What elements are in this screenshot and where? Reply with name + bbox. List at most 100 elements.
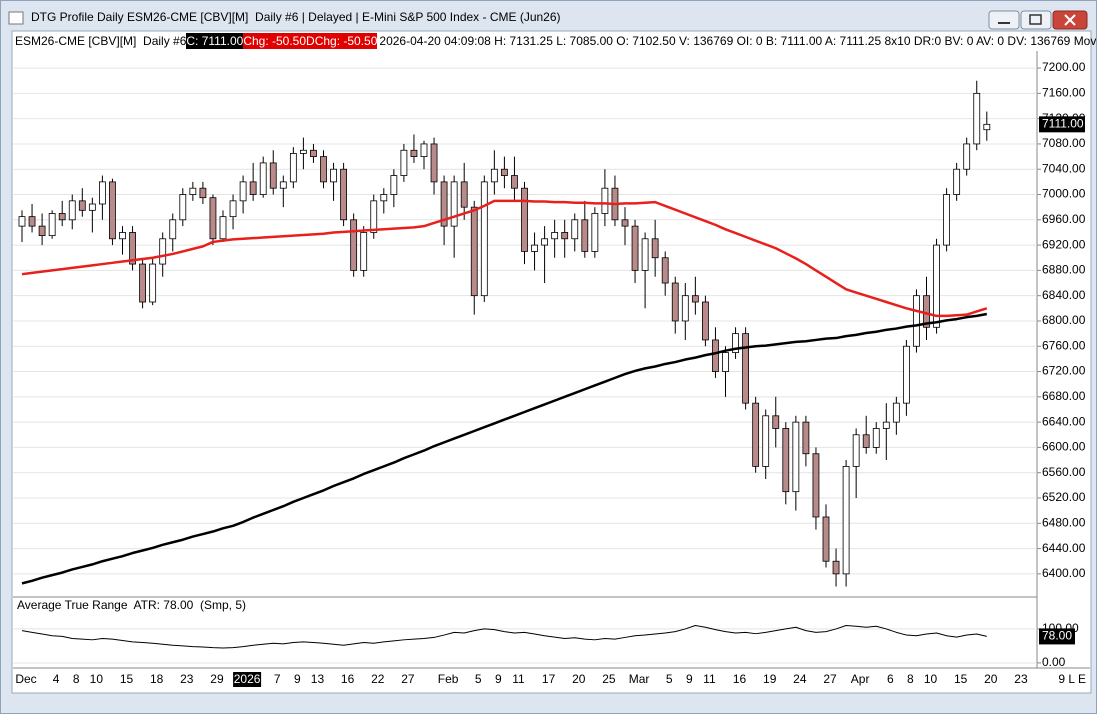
candle-body — [772, 415, 780, 429]
atr-line — [21, 625, 987, 649]
candle-body — [219, 216, 227, 240]
last-price-box — [1039, 116, 1085, 133]
y-tick-label: 6960.00 — [1042, 212, 1086, 226]
candle-body — [88, 203, 96, 211]
quote-details: 2026-04-20 04:09:08 H: 7131.25 L: 7085.0… — [379, 34, 1097, 48]
chart-frame — [11, 30, 1092, 694]
y-tick-label: 6640.00 — [1042, 414, 1086, 428]
maximize-button[interactable] — [1020, 10, 1052, 30]
x-tick-label: 27 — [823, 672, 837, 686]
x-tick-label: 16 — [733, 672, 747, 686]
candle-body — [742, 333, 749, 404]
y-tick-label: 6720.00 — [1042, 364, 1086, 378]
candle-body — [822, 516, 830, 562]
x-tick-label: 15 — [120, 672, 134, 686]
candle-body — [370, 200, 378, 233]
candle-body — [802, 421, 810, 455]
candle-body — [571, 219, 579, 240]
moving-average-line — [21, 199, 988, 318]
candle-body — [229, 200, 237, 218]
candle-body — [732, 333, 739, 353]
candle-body — [420, 143, 428, 157]
x-tick-label: 25 — [602, 672, 616, 686]
year-marker — [233, 672, 262, 687]
x-tick-label: Dec — [15, 672, 36, 686]
x-tick-label: 17 — [542, 672, 556, 686]
candle-body — [752, 402, 760, 467]
candle-body — [109, 181, 116, 240]
candle-body — [601, 187, 609, 214]
x-tick-label: 23 — [1014, 672, 1028, 686]
x-tick-label: 29 — [210, 672, 224, 686]
x-tick-label: 16 — [341, 672, 355, 686]
x-tick-label: 15 — [954, 672, 968, 686]
candle-body — [470, 206, 478, 297]
candle-body — [903, 345, 910, 404]
y-tick-label: 6800.00 — [1042, 313, 1086, 327]
y-tick-label: 7160.00 — [1042, 86, 1086, 100]
daily-change-field: DChg: -50.50 — [306, 33, 378, 49]
candle-body — [500, 168, 508, 176]
candle-body — [380, 194, 388, 202]
candle-body — [340, 168, 348, 221]
candle-body — [289, 153, 297, 183]
candle-body — [169, 219, 177, 240]
candle-body — [390, 175, 398, 195]
y-tick-label: 6880.00 — [1042, 263, 1086, 277]
last-value-label: 78.00 — [1042, 629, 1072, 643]
candle-body — [239, 181, 247, 202]
candle-body — [330, 168, 337, 183]
candle-body — [440, 181, 448, 227]
y-tick-label: 7200.00 — [1042, 60, 1086, 74]
candle-body — [119, 232, 126, 240]
x-tick-label: 2026 — [234, 672, 261, 686]
candle-body — [58, 213, 66, 221]
moving-average-line — [21, 312, 988, 585]
candle-body — [189, 187, 197, 195]
x-tick-label: 9 — [686, 672, 693, 686]
x-tick-label: 20 — [984, 672, 998, 686]
candle-body — [631, 225, 639, 271]
candle-body — [209, 197, 217, 240]
candle-body — [139, 263, 147, 303]
last-price-label: 7111.00 — [1042, 117, 1084, 131]
candle-body — [350, 219, 358, 271]
candle-body — [691, 295, 699, 303]
x-tick-label: 7 — [274, 672, 281, 686]
candle-body — [521, 187, 528, 252]
info-bar: ESM26-CME [CBV][M] Daily #6 C: 7111.00 C… — [15, 33, 1097, 49]
candle-body — [159, 238, 167, 265]
candle-body — [299, 149, 307, 154]
y-tick-label: 6560.00 — [1042, 465, 1086, 479]
x-tick-label: 4 — [53, 672, 60, 686]
candle-body — [430, 143, 438, 183]
candle-body — [199, 187, 207, 199]
app-icon — [8, 11, 24, 25]
candle-body — [259, 162, 267, 195]
candle-body — [269, 162, 277, 189]
candle-body — [872, 428, 880, 448]
change-field: Chg: -50.50 — [243, 33, 307, 49]
minimize-button[interactable] — [988, 10, 1020, 30]
candle-body — [963, 143, 971, 170]
y-tick-label: 6480.00 — [1042, 515, 1086, 529]
candle-body — [581, 219, 589, 252]
y-tick-label: 7040.00 — [1042, 161, 1086, 175]
y-tick-label: 6520.00 — [1042, 490, 1086, 504]
candle-body — [531, 244, 538, 252]
candle-body — [882, 421, 890, 429]
candle-body — [671, 282, 679, 322]
x-tick-label: 10 — [90, 672, 104, 686]
candle-body — [953, 168, 961, 195]
candle-body — [460, 181, 468, 208]
candle-body — [78, 200, 86, 211]
candle-body — [661, 257, 669, 284]
candle-body — [973, 92, 981, 145]
x-tick-label: 6 — [887, 672, 894, 686]
x-tick-label: 27 — [401, 672, 415, 686]
candle-body — [762, 415, 770, 467]
candle-body — [511, 175, 518, 189]
candle-body — [279, 181, 287, 189]
corner-label[interactable]: 9 L E — [1058, 672, 1086, 686]
